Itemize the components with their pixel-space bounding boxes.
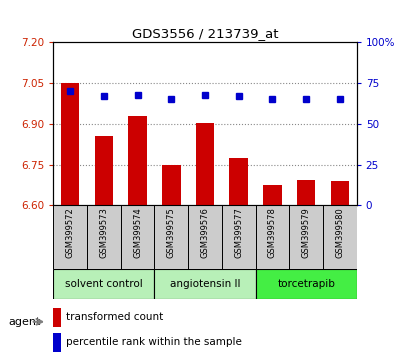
Text: percentile rank within the sample: percentile rank within the sample <box>65 337 241 347</box>
Bar <box>53 308 61 327</box>
Bar <box>53 333 61 352</box>
Text: GSM399576: GSM399576 <box>200 207 209 258</box>
Bar <box>53 269 154 299</box>
Bar <box>322 205 356 269</box>
Bar <box>296 179 315 205</box>
Text: GSM399578: GSM399578 <box>267 207 276 258</box>
Title: GDS3556 / 213739_at: GDS3556 / 213739_at <box>131 27 278 40</box>
Text: GSM399574: GSM399574 <box>133 207 142 258</box>
Bar <box>221 205 255 269</box>
Bar <box>229 158 247 205</box>
Text: GSM399580: GSM399580 <box>335 207 344 258</box>
Bar <box>162 165 180 205</box>
Bar <box>289 205 322 269</box>
Bar <box>154 205 188 269</box>
Bar <box>128 116 146 205</box>
Bar <box>53 205 87 269</box>
Bar <box>94 136 113 205</box>
Text: solvent control: solvent control <box>65 279 142 289</box>
Text: angiotensin II: angiotensin II <box>169 279 240 289</box>
Text: GSM399573: GSM399573 <box>99 207 108 258</box>
Bar <box>263 185 281 205</box>
Text: torcetrapib: torcetrapib <box>276 279 334 289</box>
Bar <box>87 205 120 269</box>
Text: agent: agent <box>8 317 40 327</box>
Bar <box>255 205 289 269</box>
Text: GSM399572: GSM399572 <box>65 207 74 258</box>
Text: GSM399579: GSM399579 <box>301 207 310 258</box>
Bar <box>61 83 79 205</box>
Bar <box>330 181 348 205</box>
Text: GSM399575: GSM399575 <box>166 207 175 258</box>
Text: GSM399577: GSM399577 <box>234 207 243 258</box>
Text: transformed count: transformed count <box>65 312 162 322</box>
Bar <box>120 205 154 269</box>
Bar <box>195 122 214 205</box>
Bar <box>255 269 356 299</box>
Bar <box>154 269 255 299</box>
Bar <box>188 205 221 269</box>
